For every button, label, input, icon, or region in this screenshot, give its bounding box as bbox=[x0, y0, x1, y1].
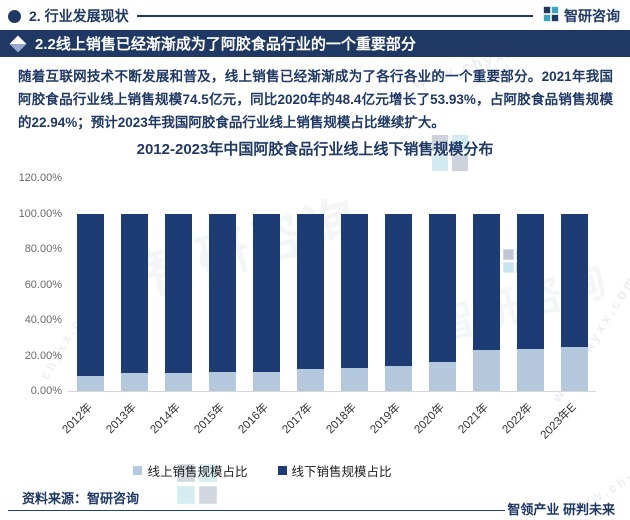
y-axis-tick-label: 20.00% bbox=[24, 349, 62, 362]
y-axis-tick-label: 40.00% bbox=[24, 314, 62, 326]
online-share-segment bbox=[428, 361, 456, 391]
section-banner-title: 2.2线上销售已经渐渐成为了阿胶食品行业的一个重要部分 bbox=[35, 36, 416, 53]
legend-label: 线上销售规模占比 bbox=[147, 465, 248, 479]
bar-slot bbox=[244, 178, 288, 391]
bar-slot bbox=[156, 178, 200, 391]
brand-logo-text: 智研咨询 bbox=[564, 8, 620, 24]
y-axis-tick-label: 100.00% bbox=[18, 207, 62, 220]
offline-share-segment bbox=[516, 213, 544, 350]
legend-item: 线上销售规模占比 bbox=[133, 461, 248, 480]
stacked-bar-2016年 bbox=[252, 213, 280, 391]
zhiyan-logo-icon bbox=[543, 6, 559, 27]
chart-legend: 线上销售规模占比 线下销售规模占比 bbox=[0, 461, 630, 480]
offline-share-segment bbox=[164, 213, 192, 373]
online-share-segment bbox=[516, 349, 544, 391]
stacked-bar-2020年 bbox=[428, 213, 456, 391]
brand-slogan: 智领产业 研判未来 bbox=[507, 502, 615, 517]
x-label-slot: 2023年E bbox=[539, 392, 596, 454]
online-share-segment bbox=[340, 368, 368, 391]
y-axis: 0.00% 20.00% 40.00% 60.00% 80.00% 100.00% 120.… bbox=[14, 172, 62, 397]
bar-slot bbox=[552, 178, 596, 391]
offline-share-segment bbox=[340, 213, 368, 369]
chart-title: 2012-2023年中国阿胶食品行业线上线下销售规模分布 bbox=[136, 141, 494, 158]
y-axis-tick-label: 60.00% bbox=[24, 278, 62, 291]
legend-label: 线下销售规模占比 bbox=[291, 465, 392, 479]
section-banner: 2.2线上销售已经渐渐成为了阿胶食品行业的一个重要部分 bbox=[0, 30, 630, 57]
online-share-segment bbox=[208, 372, 236, 391]
legend-swatch-icon bbox=[277, 466, 287, 475]
y-axis-tick-label: 120.00% bbox=[18, 172, 62, 184]
stacked-bar-chart: 0.00% 20.00% 40.00% 60.00% 80.00% 100.00% 120.… bbox=[0, 172, 630, 488]
offline-share-segment bbox=[560, 213, 588, 347]
online-share-segment bbox=[472, 350, 500, 391]
bar-slot bbox=[200, 178, 244, 391]
section-title: 2. 行业发展现状 bbox=[29, 8, 129, 24]
bar-slot bbox=[464, 178, 508, 391]
stacked-bar-2013年 bbox=[120, 213, 148, 391]
y-axis-tick-label: 0.00% bbox=[30, 385, 62, 397]
online-share-segment bbox=[164, 372, 192, 391]
online-share-segment bbox=[76, 375, 104, 391]
legend-swatch-icon bbox=[133, 466, 143, 475]
footer-divider bbox=[8, 510, 505, 511]
offline-share-segment bbox=[208, 213, 236, 373]
x-axis-labels: 2012年 2013年 2014年 2015年 2016年 2017年 2018年 2019年… bbox=[60, 392, 596, 454]
online-share-segment bbox=[560, 346, 588, 391]
stacked-bar-2012年 bbox=[76, 213, 104, 391]
stacked-bar-2018年 bbox=[340, 213, 368, 391]
bar-slot bbox=[332, 178, 376, 391]
stacked-bar-2022年 bbox=[516, 213, 544, 391]
offline-share-segment bbox=[384, 213, 412, 366]
plot-area bbox=[68, 178, 596, 392]
y-axis-tick-label: 80.00% bbox=[24, 243, 62, 255]
body-paragraph: 随着互联网技术不断发展和普及，线上销售已经渐渐成为了各行各业的一个重要部分。20… bbox=[18, 69, 613, 130]
offline-share-segment bbox=[76, 213, 104, 376]
online-share-segment bbox=[252, 371, 280, 391]
stacked-bar-2017年 bbox=[296, 213, 324, 391]
header-divider bbox=[136, 15, 533, 17]
bar-slot bbox=[420, 178, 464, 391]
offline-share-segment bbox=[120, 213, 148, 374]
offline-share-segment bbox=[472, 213, 500, 351]
diamond-bullet-icon bbox=[9, 35, 27, 52]
stacked-bar-2023年E bbox=[560, 213, 588, 391]
page-header: 2. 行业发展现状 智研咨询 bbox=[0, 0, 630, 30]
brand-logo: 智研咨询 bbox=[543, 6, 620, 27]
online-share-segment bbox=[384, 365, 412, 391]
offline-share-segment bbox=[428, 213, 456, 362]
bar-slot bbox=[112, 178, 156, 391]
stacked-bar-2015年 bbox=[208, 213, 236, 391]
bar-slot bbox=[68, 178, 112, 391]
offline-share-segment bbox=[296, 213, 324, 370]
bar-slot bbox=[288, 178, 332, 391]
section-bullet-icon bbox=[8, 9, 21, 23]
offline-share-segment bbox=[252, 213, 280, 372]
x-axis-label: 2012年 bbox=[60, 401, 95, 437]
stacked-bar-2019年 bbox=[384, 213, 412, 391]
stacked-bar-2021年 bbox=[472, 213, 500, 391]
legend-item: 线下销售规模占比 bbox=[277, 461, 392, 480]
bar-slot bbox=[508, 178, 552, 391]
online-share-segment bbox=[296, 369, 324, 391]
stacked-bar-2014年 bbox=[164, 213, 192, 391]
bar-slot bbox=[376, 178, 420, 391]
online-share-segment bbox=[120, 373, 148, 391]
data-source-note: 资料来源：智研咨询 bbox=[22, 491, 140, 506]
